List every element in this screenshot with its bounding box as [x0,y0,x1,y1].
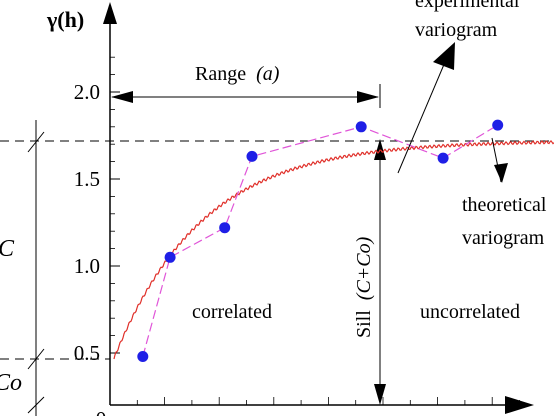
region-label-correlated: correlated [192,301,272,323]
theoretical-callout: theoretical variogram [462,137,547,249]
y-tick-label: 2.0 [74,80,100,104]
experimental-points [137,119,504,362]
y-tick-label: 0.5 [74,341,100,365]
experimental-label-line1: experimental [415,0,520,12]
sill-arrow-down [374,384,386,405]
range-arrow-left [111,91,133,103]
theoretical-label-line1: theoretical [462,194,547,216]
experimental-point [246,150,258,162]
theoretical-label-line2: variogram [462,227,545,249]
y-tick-label: 1.5 [74,167,100,191]
experimental-label-line2: variogram [415,19,498,41]
c-tick-top [27,131,45,153]
range-annotation: Range (a) [111,63,381,108]
experimental-point [137,351,149,362]
experimental-point [492,119,504,131]
experimental-point [164,251,176,263]
c-dimension: C Co [0,120,45,416]
co-label: Co [0,370,22,396]
y-tick-label: 1.0 [74,254,100,278]
c-tick-mid [27,348,45,370]
experimental-point [437,152,449,164]
region-label-uncorrelated: uncorrelated [420,301,520,323]
y-axis-label: γ(h) [46,7,84,32]
x-tick-label: 0 [96,407,107,416]
experimental-callout-arrowhead [433,42,455,70]
c-label: C [0,236,15,262]
c-tick-bottom [27,396,45,414]
axes: 0.5 1.0 1.5 2.0 0 [74,2,534,416]
sill-annotation: Sill (C+Co) [353,139,386,405]
sill-label: Sill (C+Co) [353,236,375,338]
experimental-callout: experimental variogram [397,0,520,174]
experimental-point [219,222,231,234]
range-arrow-right [357,91,379,103]
experimental-point [355,121,367,133]
y-ticks: 0.5 1.0 1.5 2.0 [74,56,120,365]
y-axis-arrowhead [103,2,117,24]
range-label: Range (a) [195,63,280,85]
theoretical-variogram-curve [113,139,554,360]
theoretical-callout-arrowhead [494,163,508,183]
x-ticks: 0 [96,397,520,416]
